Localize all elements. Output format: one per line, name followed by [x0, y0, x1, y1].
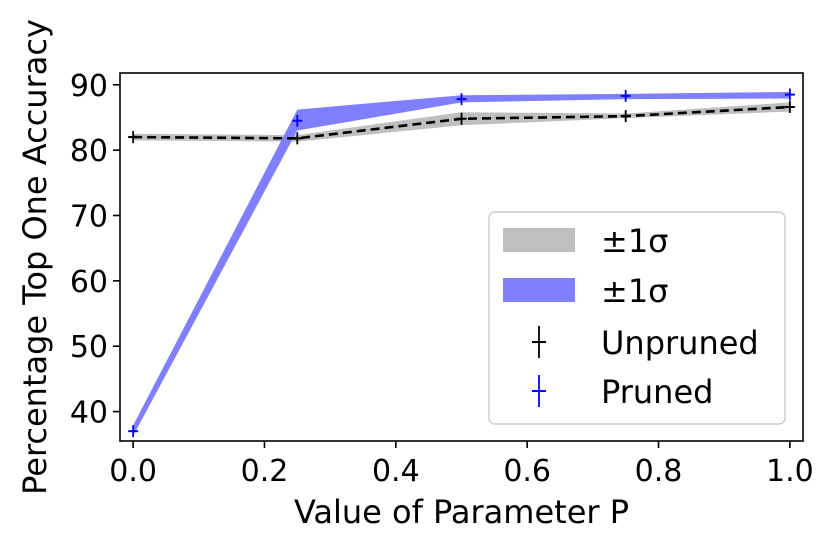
y-axis-ticks: 40 50 60 70 80 90: [70, 69, 120, 431]
y-tick-label: 90: [70, 69, 108, 104]
legend-swatch-band: [503, 278, 575, 302]
y-tick-label: 50: [70, 330, 108, 365]
unpruned-point: [292, 132, 303, 145]
pruned-point: [292, 114, 303, 127]
x-tick-label: 0.8: [635, 454, 683, 489]
pruned-point: [784, 88, 795, 101]
x-tick-label: 0.0: [109, 454, 157, 489]
x-tick-label: 0.2: [241, 454, 289, 489]
x-axis-label: Value of Parameter P: [294, 493, 629, 531]
pruned-point: [620, 89, 631, 102]
data-markers: [128, 88, 795, 438]
unpruned-point: [784, 100, 795, 113]
x-tick-label: 0.4: [372, 454, 420, 489]
legend-box: [488, 211, 786, 425]
y-axis-label: Percentage Top One Accuracy: [16, 19, 54, 495]
legend-swatch-band: [503, 228, 575, 252]
legend-label: Pruned: [601, 373, 713, 411]
x-axis-ticks: 0.0 0.2 0.4 0.6 0.8 1.0: [109, 441, 814, 489]
y-tick-label: 70: [70, 199, 108, 234]
legend-label: ±1σ: [601, 222, 668, 260]
x-tick-label: 0.6: [503, 454, 551, 489]
y-tick-label: 80: [70, 134, 108, 169]
legend: ±1σ ±1σ Unpruned Pruned: [488, 211, 786, 425]
y-tick-label: 60: [70, 265, 108, 300]
legend-label: Unpruned: [601, 324, 759, 362]
unpruned-point: [456, 112, 467, 125]
plot-frame: [119, 72, 804, 442]
pruned-point: [128, 425, 139, 438]
pruned-point: [456, 93, 467, 106]
y-tick-label: 40: [70, 396, 108, 431]
unpruned-point: [128, 131, 139, 144]
unpruned-point: [620, 110, 631, 123]
x-tick-label: 1.0: [766, 454, 814, 489]
legend-label: ±1σ: [601, 272, 668, 310]
